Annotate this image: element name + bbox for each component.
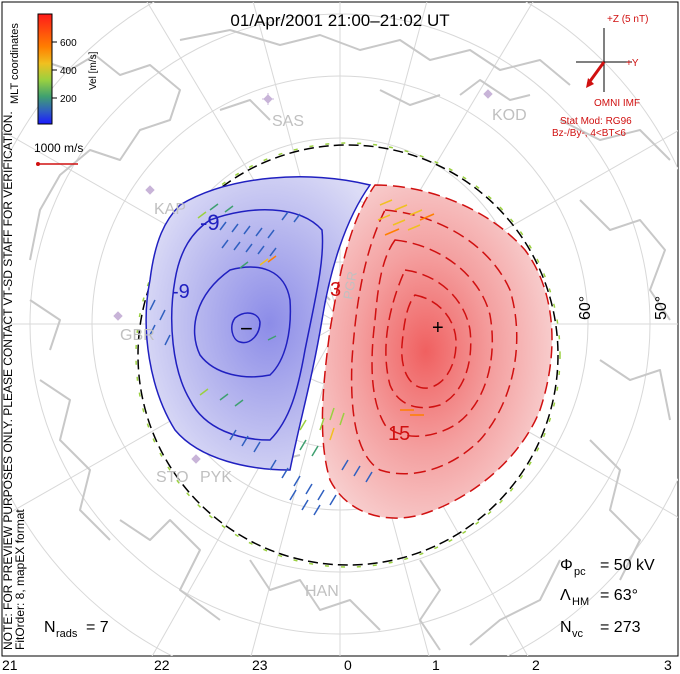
plot-title: 01/Apr/2001 21:00–21:02 UT — [230, 11, 449, 30]
stat-n-rads: N rads = 7 — [44, 619, 109, 640]
station-label-pgr: PGR — [340, 270, 360, 300]
stat-n-vc: N vc = 273 — [560, 619, 641, 640]
stat-phi-pc: Φ pc = 50 kV — [560, 557, 655, 578]
colorbar-tick-600: 600 — [60, 38, 77, 49]
potential-maximum-marker: + — [432, 317, 444, 339]
contour-label-pos-1: 3 — [330, 279, 341, 301]
lat-label-60: 60° — [577, 296, 594, 320]
positive-potential-cell — [321, 184, 553, 519]
station-label-sas: SAS — [272, 113, 304, 130]
contour-label-pos-2: 15 — [388, 423, 410, 445]
mlt-tick-21: 21 — [2, 657, 18, 673]
svg-text:rads: rads — [56, 628, 78, 640]
svg-text:Φ: Φ — [560, 557, 573, 574]
velocity-colorbar — [37, 13, 57, 125]
imf-label-y: +Y — [626, 58, 639, 69]
mlt-tick-22: 22 — [154, 657, 170, 673]
mlt-tick-23: 23 — [252, 657, 268, 673]
vector-scale-origin — [36, 162, 40, 166]
contour-label-neg-2: -9 — [172, 281, 190, 303]
fitorder-label: FitOrder: 8, mapEX format — [13, 509, 27, 650]
station-label-gbr: GBR — [120, 327, 155, 344]
imf-bz-by: Bz-/By-, 4<BT<6 — [552, 128, 626, 139]
radar-stations — [113, 89, 493, 464]
stat-lambda-hm: Λ HM = 63° — [560, 587, 638, 608]
svg-text:vc: vc — [572, 628, 584, 640]
mlt-tick-1: 1 — [432, 657, 440, 673]
imf-label-z: +Z (5 nT) — [607, 14, 648, 25]
station-label-sto: STO — [156, 469, 189, 486]
contour-label-neg-1: -9 — [200, 210, 220, 235]
svg-text:HM: HM — [572, 596, 589, 608]
station-label-pyk: PYK — [200, 469, 232, 486]
svg-text:= 63°: = 63° — [600, 587, 638, 604]
svg-text:= 7: = 7 — [86, 619, 109, 636]
mlt-tick-0: 0 — [344, 657, 352, 673]
coordinates-label: MLT coordinates — [9, 23, 21, 104]
velocity-vectors — [149, 199, 435, 516]
imf-clock-dial — [576, 28, 632, 92]
svg-text:= 50 kV: = 50 kV — [600, 557, 655, 574]
colorbar-tick-200: 200 — [60, 94, 77, 105]
boundary-marker — [135, 142, 561, 568]
negative-potential-cell — [145, 176, 372, 471]
mlt-tick-3: 3 — [664, 657, 672, 673]
potential-minimum-marker: − — [240, 316, 253, 341]
svg-text:pc: pc — [574, 566, 586, 578]
colorbar-label: Vel [m/s] — [88, 51, 99, 90]
mlt-axis: 21 22 23 0 1 2 3 — [2, 657, 672, 673]
vector-scale-label: 1000 m/s — [34, 141, 83, 155]
imf-stat-mod: Stat Mod: RG96 — [560, 116, 632, 127]
svg-text:N: N — [560, 619, 572, 636]
mlt-tick-2: 2 — [532, 657, 540, 673]
imf-title: OMNI IMF — [594, 98, 640, 109]
station-label-kod: KOD — [492, 107, 527, 124]
svg-text:= 273: = 273 — [600, 619, 641, 636]
colorbar-tick-400: 400 — [60, 66, 77, 77]
svg-text:Λ: Λ — [560, 587, 571, 604]
heppner-maynard-boundary — [137, 144, 559, 566]
svg-text:N: N — [44, 619, 56, 636]
lat-label-50: 50° — [653, 296, 670, 320]
station-label-han: HAN — [305, 583, 339, 600]
preview-watermark: NOTE: FOR PREVIEW PURPOSES ONLY. PLEASE … — [1, 111, 15, 650]
station-label-kap: KAP — [154, 201, 186, 218]
